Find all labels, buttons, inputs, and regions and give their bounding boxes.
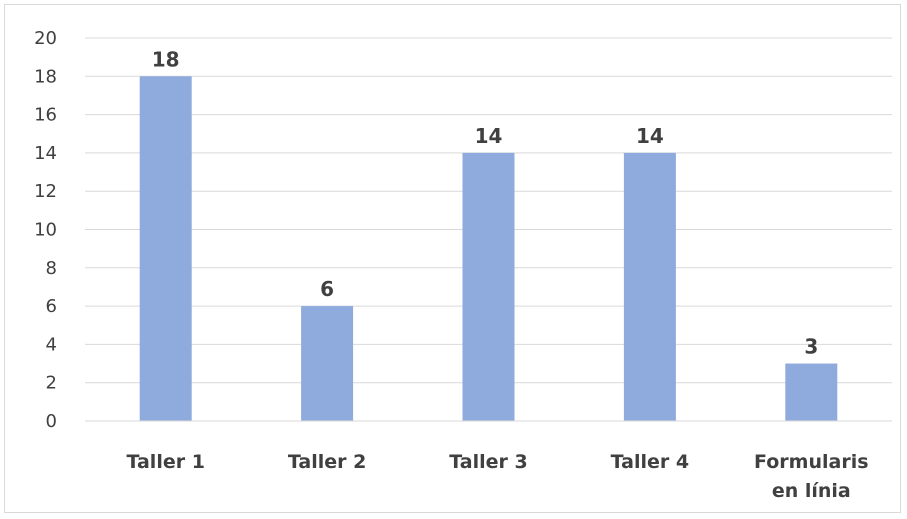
- y-tick-label: 14: [34, 143, 57, 164]
- category-label: en línia: [772, 480, 851, 502]
- data-label: 14: [636, 124, 664, 148]
- y-tick-label: 16: [34, 105, 57, 126]
- data-label: 3: [804, 335, 818, 359]
- category-label: Taller 1: [126, 451, 204, 473]
- category-label: Taller 3: [449, 451, 527, 473]
- category-label: Taller 2: [288, 451, 366, 473]
- y-tick-label: 10: [34, 220, 57, 241]
- y-tick-label: 20: [34, 28, 57, 49]
- category-label: Formularis: [754, 451, 868, 473]
- bar: [623, 152, 676, 421]
- y-tick-label: 18: [34, 66, 57, 87]
- bar: [462, 152, 515, 421]
- gridlines: [85, 37, 892, 384]
- x-axis-categories: Taller 1 Taller 2 Taller 3 Taller 4 Formular…: [126, 451, 868, 502]
- bar: [785, 363, 838, 421]
- data-label: 14: [475, 124, 503, 148]
- category-label: Taller 4: [611, 451, 689, 473]
- y-tick-label: 4: [46, 334, 57, 355]
- y-tick-label: 2: [46, 373, 57, 394]
- y-tick-label: 12: [34, 181, 57, 202]
- bar: [301, 306, 354, 421]
- y-axis-ticks: 0 2 4 6 8 10 12 14 16 18 20: [34, 28, 57, 432]
- bar: [139, 76, 192, 422]
- y-tick-label: 6: [46, 296, 57, 317]
- bars: [139, 76, 838, 422]
- data-label: 6: [320, 277, 334, 301]
- data-label: 18: [152, 47, 180, 71]
- data-labels: 18 6 14 14 3: [152, 47, 818, 358]
- y-tick-label: 0: [46, 411, 57, 432]
- y-tick-label: 8: [46, 258, 57, 279]
